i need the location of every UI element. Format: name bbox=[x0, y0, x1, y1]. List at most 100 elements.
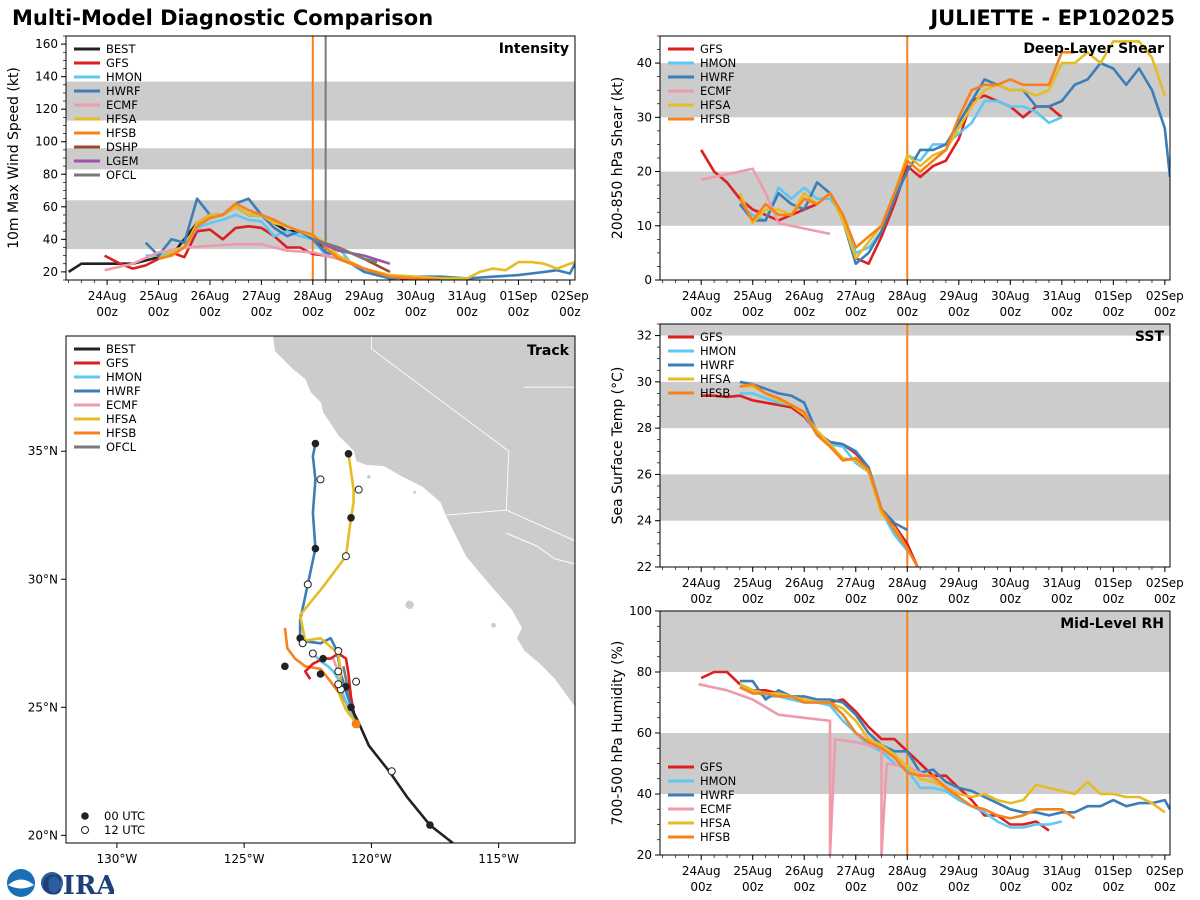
sst-band-1 bbox=[660, 381, 1170, 429]
intensity-band-1 bbox=[66, 148, 575, 170]
intensity-xtick-date: 01Sep bbox=[499, 289, 537, 303]
track-marker-00utc bbox=[281, 662, 289, 671]
intensity-xtick-date: 29Aug bbox=[345, 289, 384, 303]
track-marker-12utc bbox=[334, 667, 343, 676]
intensity-legend-label-ecmf: ECMF bbox=[106, 98, 138, 112]
track-marker-00utc bbox=[344, 449, 353, 458]
intensity-xtick-date: 27Aug bbox=[242, 289, 281, 303]
rh-ylabel: 700-500 hPa Humidity (%) bbox=[610, 641, 626, 826]
intensity-legend-label-dshp: DSHP bbox=[106, 140, 138, 154]
track-marker-00utc bbox=[426, 821, 434, 829]
sst-xtick-date: 29Aug bbox=[939, 576, 978, 590]
shear-series-hfsb bbox=[738, 50, 1075, 249]
sst-legend-label-hmon: HMON bbox=[700, 344, 736, 358]
intensity-band-2 bbox=[66, 81, 575, 121]
shear-xtick-date: 01Sep bbox=[1094, 289, 1132, 303]
shear-legend-label-gfs: GFS bbox=[700, 42, 723, 56]
track-line-gfs bbox=[303, 652, 358, 726]
rh-xtick-date: 31Aug bbox=[1042, 864, 1081, 878]
rh-legend-label-ecmf: ECMF bbox=[700, 802, 732, 816]
rh-xtick-hour: 00z bbox=[845, 880, 867, 894]
track-marker-00utc bbox=[347, 703, 355, 712]
intensity-legend-label-gfs: GFS bbox=[106, 56, 129, 70]
rh-ytick-label: 100 bbox=[629, 604, 652, 618]
rh-xtick-hour: 00z bbox=[690, 880, 712, 894]
intensity-legend-label-ofcl: OFCL bbox=[106, 168, 137, 182]
rh-xtick-hour: 00z bbox=[948, 880, 970, 894]
island-1 bbox=[491, 622, 496, 628]
intensity-panel-label: Intensity bbox=[499, 41, 569, 57]
rh-legend-label-hfsb: HFSB bbox=[700, 830, 730, 844]
track-marker-12utc bbox=[341, 552, 350, 561]
intensity-ylabel: 10m Max Wind Speed (kt) bbox=[6, 67, 22, 249]
shear-band-0 bbox=[660, 171, 1170, 226]
shear-xtick-date: 29Aug bbox=[939, 289, 978, 303]
rh-legend-label-hfsa: HFSA bbox=[700, 816, 731, 830]
shear-xtick-hour: 00z bbox=[793, 305, 815, 319]
intensity-series-hwrf bbox=[144, 197, 575, 280]
shear-xtick-date: 26Aug bbox=[785, 289, 824, 303]
shear-xtick-hour: 00z bbox=[845, 305, 867, 319]
intensity-legend-label-lgem: LGEM bbox=[106, 154, 139, 168]
shear-legend-label-hfsa: HFSA bbox=[700, 98, 731, 112]
shear-xtick-hour: 00z bbox=[690, 305, 712, 319]
intensity-series-ofcl bbox=[312, 238, 378, 264]
track-marker-00utc bbox=[311, 439, 320, 448]
shear-legend-label-hwrf: HWRF bbox=[700, 70, 735, 84]
track-marker-00utc bbox=[319, 654, 327, 663]
storm-title: JULIETTE - EP102025 bbox=[930, 6, 1175, 30]
track-legend-label-gfs: GFS bbox=[106, 356, 129, 370]
sst-panel-label: SST bbox=[1135, 329, 1165, 345]
intensity-ytick-label: 140 bbox=[35, 70, 58, 84]
intensity-xtick-date: 30Aug bbox=[396, 289, 435, 303]
sst-xtick-hour: 00z bbox=[1154, 592, 1176, 606]
track-legend-label-ofcl: OFCL bbox=[106, 440, 137, 454]
rh-xtick-hour: 00z bbox=[1154, 880, 1176, 894]
shear-legend-label-ecmf: ECMF bbox=[700, 84, 732, 98]
sst-xtick-date: 02Sep bbox=[1146, 576, 1184, 590]
sst-legend-label-hfsb: HFSB bbox=[700, 386, 730, 400]
track-marker-12utc bbox=[303, 580, 312, 589]
rh-xtick-hour: 00z bbox=[742, 880, 764, 894]
rh-xtick-hour: 00z bbox=[1103, 880, 1125, 894]
shear-legend-label-hfsb: HFSB bbox=[700, 112, 730, 126]
rh-ytick-label: 20 bbox=[637, 848, 652, 862]
sst-xtick-date: 26Aug bbox=[785, 576, 824, 590]
track-legend-label-hwrf: HWRF bbox=[106, 384, 141, 398]
intensity-legend-label-best: BEST bbox=[106, 42, 136, 56]
sst-legend-label-hfsa: HFSA bbox=[700, 372, 731, 386]
shear-xtick-date: 24Aug bbox=[682, 289, 721, 303]
intensity-ytick-label: 80 bbox=[43, 167, 58, 181]
rh-xtick-date: 27Aug bbox=[836, 864, 875, 878]
political-border-1 bbox=[445, 509, 575, 542]
sst-band-2 bbox=[660, 324, 1170, 336]
shear-ytick-label: 30 bbox=[637, 110, 652, 124]
intensity-xtick-hour: 00z bbox=[353, 305, 375, 319]
intensity-xtick-date: 31Aug bbox=[448, 289, 487, 303]
track-ytick-label: 25°N bbox=[28, 700, 58, 714]
sst-xtick-date: 31Aug bbox=[1042, 576, 1081, 590]
track-ytick-label: 20°N bbox=[28, 828, 58, 842]
track-ytick-label: 30°N bbox=[28, 572, 58, 586]
sst-legend-label-hwrf: HWRF bbox=[700, 358, 735, 372]
legend-marker-00utc bbox=[81, 812, 89, 820]
intensity-ytick-label: 100 bbox=[35, 135, 58, 149]
track-legend-label-ecmf: ECMF bbox=[106, 398, 138, 412]
track-xtick-label: 125°W bbox=[224, 852, 265, 866]
intensity-xtick-hour: 00z bbox=[405, 305, 427, 319]
rh-series-hwrf bbox=[739, 679, 1170, 817]
shear-xtick-hour: 00z bbox=[948, 305, 970, 319]
north-america-landmass bbox=[272, 336, 575, 708]
track-xtick-label: 130°W bbox=[97, 852, 138, 866]
track-marker-00utc bbox=[316, 670, 325, 678]
intensity-legend-label-hfsb: HFSB bbox=[106, 126, 136, 140]
sst-xtick-hour: 00z bbox=[690, 592, 712, 606]
track-panel-label: Track bbox=[527, 343, 570, 359]
intensity-xtick-date: 02Sep bbox=[551, 289, 589, 303]
shear-panel: 0 10 20 30 40 24Aug 00z 25Aug 00z 26Aug 00z 27Aug 00… bbox=[610, 35, 1184, 319]
shear-panel-label: Deep-Layer Shear bbox=[1023, 41, 1164, 57]
shear-ytick-label: 20 bbox=[637, 165, 652, 179]
sst-series-hfsb bbox=[739, 382, 919, 567]
cira-logo: CIRA bbox=[7, 869, 114, 900]
rh-legend-label-hmon: HMON bbox=[700, 774, 736, 788]
